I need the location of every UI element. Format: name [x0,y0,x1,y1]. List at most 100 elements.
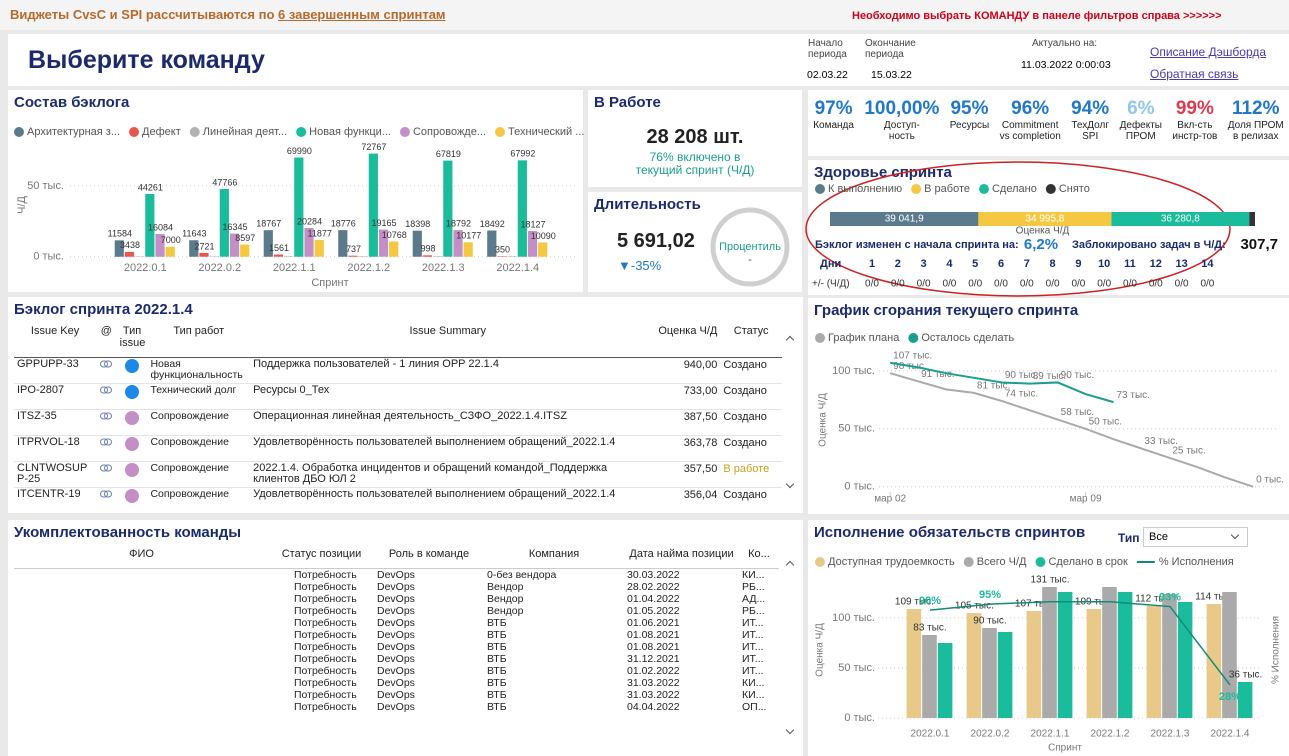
panel-title: Состав бэклога [14,94,130,111]
banner: Виджеты CvsC и SPI рассчитываются по 6 з… [0,0,1289,30]
estimate: 363,78 [645,435,721,462]
fio-cell [14,653,269,665]
kpi-value: 112% [1231,98,1280,119]
in-work-note: 76% включено в текущий спринт (Ч/Д) [635,150,755,177]
table-row: Потребность DevOps ВТБ 01.06.2021 ИТ... [14,617,779,629]
cell: DevOps [377,665,415,677]
cell: ВТБ [487,653,507,665]
kpi: 96% Commitment vs completion [1000,98,1061,142]
link-icon[interactable] [100,360,113,368]
kpi-label: Доступ- ность [883,120,920,142]
cell: DevOps [377,641,415,653]
kpi: 6% Дефекты ПРОМ [1120,98,1162,142]
cell: ВТБ [487,629,507,641]
backlog-chart-panel: Состав бэклога [8,90,583,292]
fio-cell [14,593,269,605]
kpi-strip: 97% Команда 100,00% Доступ- ность 95% Ресурсы… [808,90,1289,156]
table-row: Потребность DevOps ВТБ 31.03.2022 КИ... [14,677,779,689]
link-icon[interactable] [100,464,113,472]
link-icon[interactable] [100,386,113,394]
cell: ВТБ [487,665,507,677]
table-row: CLNTWOSUPP-25 Сопровождение 2022.1.4. Обра… [14,461,782,488]
cell: Потребность [294,593,357,605]
kpi-label: Дефекты ПРОМ [1119,120,1162,142]
cell: 31.12.2021 [627,653,680,665]
kpi: 95% Ресурсы [950,98,989,131]
dropdown-chevron [1230,530,1240,540]
cell: Потребность [294,629,357,641]
cell: DevOps [377,593,415,605]
summary: Удовлетворённость пользователей выполнен… [250,487,646,513]
type-dot [125,437,140,451]
cell: ВТБ [487,701,507,713]
link-icon[interactable] [100,412,113,420]
cell: АД... [742,593,766,605]
cell: 01.06.2021 [627,617,680,629]
table-row: Потребность DevOps ВТБ 31.12.2021 ИТ... [14,653,779,665]
status: Создано [720,487,782,513]
commitment-panel: Исполнение обязательств спринтов Тип Все [808,520,1289,756]
estimate: 357,50 [645,461,721,488]
estimate: 387,50 [645,409,721,436]
summary: Удовлетворённость пользователей выполнен… [250,435,646,462]
cell: 01.08.2021 [627,629,680,641]
cell: DevOps [377,605,415,617]
burndown-panel: График сгорания текущего спринта [808,298,1289,514]
cell: 31.03.2022 [627,677,680,689]
scroll-up[interactable] [785,335,795,345]
cell: КИ... [742,689,765,701]
fio-cell [14,689,269,701]
table-row: IPO-2807 Технический долг Ресурсы 0_Тех 733… [14,383,782,410]
kpi-value: 95% [950,98,989,119]
cell: ИТ... [742,629,764,641]
kpi: 112% Доля ПРОМ в релизах [1228,98,1284,142]
panel-title: Исполнение обязательств спринтов [814,524,1086,541]
scroll-up[interactable] [785,560,795,570]
table-row: Потребность DevOps ВТБ 01.08.2021 ИТ... [14,641,779,653]
cell: ВТБ [487,689,507,701]
start-date: 02.03.22 [807,69,848,81]
team-table: ФИО Статус позиции Роль в команде Компания Д… [14,546,779,713]
link-icon[interactable] [100,438,113,446]
header-row: ФИО Статус позиции Роль в команде Компания Д… [14,546,779,569]
cell: 01.04.2022 [627,593,680,605]
filter-dropdown[interactable]: Все [1143,527,1248,547]
banner-link[interactable]: 6 завершенным спринтам [278,7,446,22]
column-header: Дата найма позиции [624,546,739,569]
link[interactable]: Описание Дэшборда [1150,45,1267,59]
type-dot [125,489,140,503]
cell: РБ... [742,605,765,617]
banner-left: Виджеты CvsC и SPI рассчитываются по 6 з… [10,7,446,22]
column-header: @ [96,323,117,358]
kpi: 94% ТехДолг SPI [1071,98,1109,142]
fio-cell [14,641,269,653]
kpi-label: Команда [813,120,854,131]
cell: ВТБ [487,617,507,629]
cell: DevOps [377,569,415,581]
scroll-down[interactable] [785,479,795,489]
link-cell [96,461,117,488]
link[interactable]: Обратная связь [1150,67,1239,81]
duration-value: 5 691,02 [617,230,695,252]
issue-key: ITCENTR-19 [14,487,97,513]
kpi-label: Commitment vs completion [999,120,1061,142]
cell: Потребность [294,641,357,653]
cell: РБ... [742,581,765,593]
end-date: 15.03.22 [871,69,912,81]
fio-cell [14,677,269,689]
filter-value: Все [1149,531,1168,543]
kpi-value: 96% [1011,98,1050,119]
estimate: 356,04 [645,487,721,513]
column-header: Issue Summary [250,323,646,358]
in-work-card: В Работе 28 208 шт. 76% включено в текущ… [588,90,802,187]
work-type: Сопровождение [147,487,251,513]
status: Создано [720,357,782,384]
kpi-label: Вкл-сть инстр-тов [1172,120,1218,142]
table-row: Потребность DevOps Вендор 28.02.2022 РБ... [14,581,779,593]
scroll-down[interactable] [785,725,795,735]
panel-title: Длительность [594,196,701,213]
issue-key: ITSZ-35 [14,409,97,436]
table-row: ITCENTR-19 Сопровождение Удовлетворённость… [14,487,782,513]
link-icon[interactable] [100,490,113,498]
cell: 01.05.2022 [627,605,680,617]
